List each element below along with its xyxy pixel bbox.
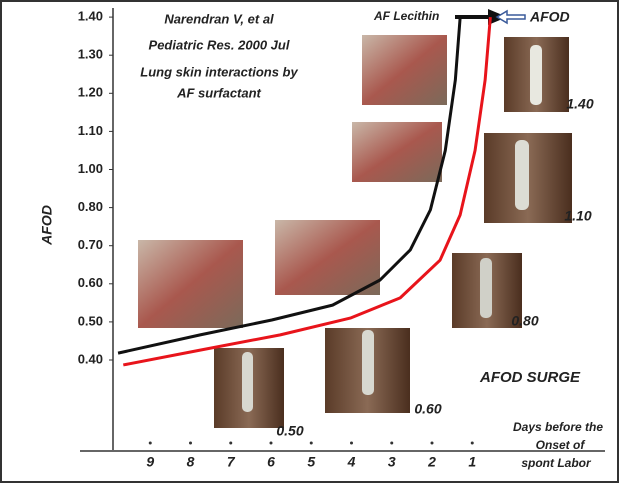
annotation: Pediatric Res. 2000 Jul	[149, 37, 290, 52]
photo	[275, 220, 380, 295]
arrow	[497, 11, 525, 23]
legend-label: AFOD	[529, 9, 570, 25]
y-tick-label: 0.70	[78, 237, 103, 252]
tick-mark	[431, 442, 434, 445]
x-tick-label: 3	[388, 454, 396, 470]
tube	[362, 330, 374, 395]
x-axis-label: Days before the	[513, 420, 603, 434]
x-tick-label: 1	[468, 454, 476, 470]
x-tick-label: 6	[267, 454, 275, 470]
y-tick-label: 0.50	[78, 313, 103, 328]
tick-mark	[189, 442, 192, 445]
y-tick-label: 0.60	[78, 275, 103, 290]
x-tick-label: 9	[146, 454, 154, 470]
tube	[242, 352, 253, 412]
y-tick-label: 1.40	[78, 9, 103, 24]
x-tick-label: 2	[427, 454, 436, 470]
tick-mark	[471, 442, 474, 445]
page: {"chart_data": {"type": "line", "annotat…	[0, 0, 619, 483]
photo-label: 0.80	[511, 313, 538, 329]
annotation: Lung skin interactions by	[140, 64, 298, 79]
tick-mark	[229, 442, 232, 445]
photo	[362, 35, 447, 105]
tube	[530, 45, 542, 105]
y-tick-label: 0.40	[78, 351, 103, 366]
x-axis-label: spont Labor	[521, 456, 592, 470]
tube	[515, 140, 529, 210]
photo-label: 0.50	[276, 423, 303, 439]
y-tick-label: 1.00	[78, 161, 103, 176]
photo-label: 1.40	[566, 96, 593, 112]
y-tick-label: 0.80	[78, 199, 103, 214]
photo	[352, 122, 442, 182]
photo	[138, 240, 243, 328]
y-tick-label: 1.10	[78, 123, 103, 138]
tick-mark	[390, 442, 393, 445]
tube	[480, 258, 492, 318]
x-tick-label: 4	[347, 454, 356, 470]
tick-mark	[350, 442, 353, 445]
y-tick-label: 1.20	[78, 85, 103, 100]
photo-label: 1.10	[564, 208, 591, 224]
x-tick-label: 7	[227, 454, 236, 470]
photo-label: 0.60	[414, 401, 441, 417]
x-tick-label: 8	[187, 454, 195, 470]
annotation: Narendran V, et al	[164, 11, 274, 26]
tick-mark	[149, 442, 152, 445]
chart: 0.40 0.50 0.60 0.70 0.80 1.00 1.10 1.20 1.30 1.40…	[0, 0, 619, 483]
tick-mark	[270, 442, 273, 445]
tick-mark	[310, 442, 313, 445]
x-axis-label: Onset of	[536, 438, 586, 452]
arrow	[455, 12, 502, 22]
legend-label: AF Lecithin	[373, 9, 439, 23]
annotation: AF surfactant	[176, 85, 261, 100]
x-tick-label: 5	[307, 454, 315, 470]
annotation: AFOD SURGE	[479, 369, 581, 386]
y-tick-label: 1.30	[78, 47, 103, 62]
y-axis-label: AFOD	[39, 205, 55, 246]
